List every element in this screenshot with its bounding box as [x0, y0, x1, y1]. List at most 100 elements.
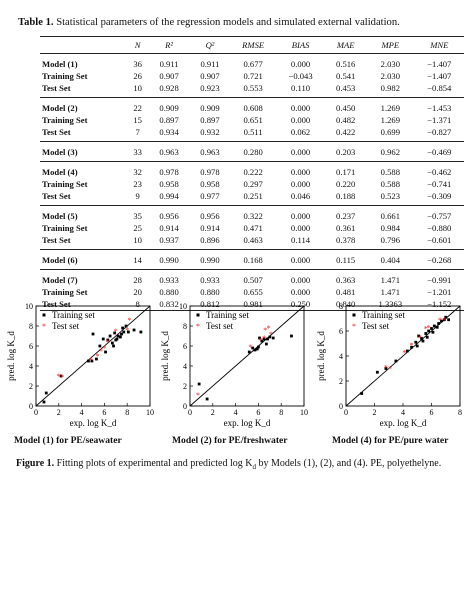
cell-mpe: 0.699	[366, 126, 415, 142]
row-label: Training Set	[42, 222, 88, 233]
cell-mpe: 0.588	[380, 178, 400, 189]
data-point-test: *	[248, 343, 252, 352]
cell-n: 33	[126, 141, 149, 162]
cell-r2: 0.832	[148, 298, 190, 311]
cell-bias: 0.000	[275, 249, 326, 270]
table-row: Model (1) 36 0.911 0.911 0.677 0.000 0.516 2.03…	[40, 54, 464, 71]
x-tick-label: 6	[256, 408, 260, 417]
x-tick-label: 6	[102, 408, 106, 417]
col-header-mpe: MPE	[366, 36, 415, 54]
plot-model-4: 0 2 4 6 8 0 2 4 6 8 exp. log K_d pred. log K_d Train…	[314, 300, 466, 435]
cell-mne: −0.757	[427, 210, 452, 221]
x-tick-label: 4	[401, 408, 405, 417]
table-caption-label: Table 1.	[18, 17, 54, 28]
x-tick-label: 0	[344, 408, 348, 417]
cell-q2: 0.923	[189, 82, 231, 98]
cell-mne: −0.880	[427, 222, 452, 233]
col-header-rmse: RMSE	[230, 36, 276, 54]
data-point-test: *	[384, 363, 388, 372]
plot-title-model-2: Model (2) for PE/freshwater	[172, 435, 288, 446]
table-header-row: N R² Q² RMSE BIAS MAE MPE MNE	[40, 36, 464, 54]
cell-bias: 0.000	[290, 114, 311, 125]
data-point-training	[255, 347, 259, 351]
cell-r2: 0.914	[159, 222, 179, 233]
data-point-training	[126, 330, 130, 334]
col-header-r2: R²	[148, 36, 190, 54]
data-point-training	[258, 336, 261, 340]
table-caption-text: Statistical parameters of the regression…	[56, 17, 400, 28]
data-point-test: *	[410, 341, 414, 350]
table-row: Training Set 20 0.880 0.880 0.655 0.000 0.481 1…	[40, 286, 464, 298]
cell-r2: 0.958	[159, 178, 179, 189]
data-point-training	[247, 350, 251, 354]
table-caption: Table 1. Statistical parameters of the r…	[18, 16, 468, 29]
cell-q2: 0.896	[189, 234, 231, 250]
cell-r2: 0.994	[148, 190, 190, 206]
data-point-training	[437, 322, 441, 325]
y-tick-label: 6	[339, 327, 343, 336]
x-tick-label: 2	[57, 408, 61, 417]
data-point-training	[394, 359, 398, 363]
cell-mne: −0.309	[414, 190, 464, 206]
cell-rmse: 0.471	[243, 222, 263, 233]
row-label: Training Set	[42, 70, 88, 81]
data-point-training	[104, 350, 107, 354]
data-point-training	[42, 400, 46, 404]
col-header-bias: BIAS	[275, 36, 326, 54]
data-point-test: *	[99, 347, 103, 356]
data-point-test: *	[60, 373, 64, 382]
data-point-training	[264, 342, 268, 346]
y-tick-label: 2	[183, 382, 187, 391]
cell-mpe: 1.269	[380, 102, 400, 113]
data-point-test: *	[424, 325, 428, 334]
data-point-training	[290, 334, 293, 338]
data-point-training	[425, 335, 429, 339]
data-point-training	[98, 344, 102, 348]
cell-q2: 0.963	[189, 141, 231, 162]
data-point-test: *	[402, 348, 406, 357]
cell-mpe: 0.404	[366, 249, 415, 270]
cell-mae: 0.422	[325, 126, 367, 142]
x-tick-label: 10	[146, 408, 154, 417]
data-point-training	[108, 334, 112, 338]
table-row: Model (4) 32 0.978 0.978 0.222 0.000 0.171 0.58…	[40, 162, 464, 179]
plot-title-model-4: Model (4) for PE/pure water	[332, 435, 449, 446]
table-row: Model (7) 28 0.933 0.933 0.507 0.000 0.363 1.47…	[40, 270, 464, 287]
row-label: Model (5)	[42, 210, 78, 221]
cell-q2: 0.958	[200, 178, 220, 189]
cell-n: 14	[126, 249, 149, 270]
cell-q2: 0.897	[200, 114, 220, 125]
cell-q2: 0.914	[200, 222, 220, 233]
table-row: Training Set 25 0.914 0.914 0.471 0.000 0.361 0…	[40, 222, 464, 234]
data-point-training	[266, 337, 269, 341]
cell-r2: 0.990	[148, 249, 190, 270]
data-point-test: *	[438, 316, 442, 325]
legend-label: Training set	[206, 310, 249, 320]
data-point-test: *	[57, 372, 61, 381]
cell-mpe: 0.984	[380, 222, 400, 233]
cell-mpe: 2.030	[380, 58, 400, 69]
cell-r2: 0.978	[159, 166, 179, 177]
data-point-training	[87, 359, 90, 363]
x-tick-label: 4	[234, 408, 238, 417]
y-tick-label: 10	[179, 302, 187, 311]
cell-q2: 0.977	[189, 190, 231, 206]
cell-r2: 0.963	[148, 141, 190, 162]
data-point-training	[440, 319, 443, 323]
table-body: Model (1) 36 0.911 0.911 0.677 0.000 0.516 2.03…	[40, 54, 464, 311]
cell-q2: 0.812	[189, 298, 231, 311]
data-point-test: *	[427, 323, 431, 332]
cell-mae: 0.237	[336, 210, 356, 221]
y-tick-label: 4	[29, 362, 33, 371]
cell-mpe: 1.471	[380, 286, 400, 297]
cell-r2: 0.911	[159, 58, 179, 69]
identity-line	[345, 305, 461, 407]
cell-n: 32	[133, 166, 142, 177]
data-point-training	[251, 346, 255, 350]
data-point-training	[262, 337, 266, 341]
cell-r2: 0.934	[148, 126, 190, 142]
cell-q2: 0.932	[189, 126, 231, 142]
legend-marker-test: *	[42, 322, 46, 331]
cell-q2: 0.933	[200, 274, 220, 285]
table-row: Training Set 26 0.907 0.907 0.721 −0.043 0.541…	[40, 70, 464, 82]
